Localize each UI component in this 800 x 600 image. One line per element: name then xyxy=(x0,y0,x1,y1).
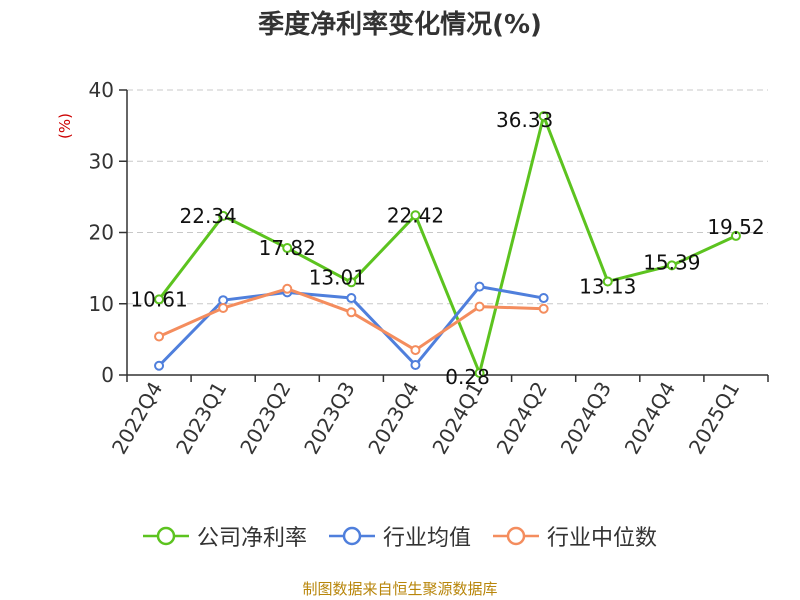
data-point xyxy=(218,303,229,314)
y-axis-label: (%) xyxy=(56,113,74,139)
x-tick-label: 2023Q2 xyxy=(235,378,295,459)
x-tick-label: 2024Q4 xyxy=(620,378,680,459)
data-label: 10.61 xyxy=(130,287,187,311)
data-label: 15.39 xyxy=(643,250,700,274)
x-tick-label: 2024Q1 xyxy=(427,378,487,459)
legend-label: 行业中位数 xyxy=(547,526,658,551)
data-point xyxy=(282,283,293,294)
data-point xyxy=(282,243,293,254)
data-label: 22.42 xyxy=(387,203,444,227)
data-point xyxy=(538,303,549,314)
data-point xyxy=(474,301,485,312)
data-point xyxy=(538,111,549,122)
data-point xyxy=(154,331,165,342)
x-tick-label: 2025Q1 xyxy=(684,378,744,459)
legend: 公司净利率 行业均值 行业中位数 xyxy=(0,520,800,552)
data-label: 13.13 xyxy=(579,274,636,298)
series-layer xyxy=(154,111,741,379)
data-point xyxy=(730,230,741,241)
y-tick-label: 10 xyxy=(89,292,114,316)
data-point xyxy=(154,360,165,371)
data-label: 36.33 xyxy=(496,108,553,132)
x-tick-label: 2024Q2 xyxy=(492,378,552,459)
data-point xyxy=(346,277,357,288)
data-label: 22.34 xyxy=(180,204,237,228)
legend-swatch xyxy=(142,526,189,546)
y-tick-label: 0 xyxy=(101,363,114,387)
data-label: 19.52 xyxy=(707,215,764,239)
x-tick-label: 2022Q4 xyxy=(107,378,167,459)
data-point xyxy=(410,210,421,221)
grid-layer xyxy=(127,89,768,305)
data-label: 0.28 xyxy=(445,365,490,389)
legend-swatch xyxy=(328,526,375,546)
source-note: 制图数据来自恒生聚源数据库 xyxy=(302,580,498,598)
x-tick-label: 2024Q3 xyxy=(556,378,616,459)
legend-label: 公司净利率 xyxy=(196,526,307,551)
data-label: 13.01 xyxy=(309,265,366,289)
y-tick-label: 20 xyxy=(89,221,114,245)
x-tick-label: 2023Q3 xyxy=(299,378,359,459)
data-point xyxy=(474,368,485,379)
legend-item[interactable]: 行业中位数 xyxy=(493,520,657,552)
legend-swatch xyxy=(493,526,539,546)
data-point xyxy=(346,293,357,304)
data-point xyxy=(218,210,229,221)
x-tick-label: 2023Q1 xyxy=(171,378,231,459)
data-point xyxy=(410,360,421,371)
data-point xyxy=(346,307,357,318)
legend-item[interactable]: 行业均值 xyxy=(328,520,471,552)
data-point xyxy=(666,260,677,271)
data-label: 17.82 xyxy=(259,236,316,260)
data-point xyxy=(218,295,229,306)
legend-label: 行业均值 xyxy=(382,526,471,551)
data-point xyxy=(410,345,421,356)
legend-item[interactable]: 公司净利率 xyxy=(142,520,307,552)
x-tick-label: 2023Q4 xyxy=(363,378,423,459)
data-point xyxy=(154,294,165,305)
y-tick-label: 30 xyxy=(89,149,114,173)
y-tick-label: 40 xyxy=(89,78,114,102)
data-point xyxy=(538,293,549,304)
series-line-0 xyxy=(157,114,737,375)
data-point xyxy=(474,281,485,292)
chart-title: 季度净利率变化情况(%) xyxy=(258,10,542,40)
data-label-layer: 10.61 22.34 17.82 13.01 22.42 0.28 36.33 13.13 1… xyxy=(130,108,764,389)
data-point xyxy=(602,276,613,287)
